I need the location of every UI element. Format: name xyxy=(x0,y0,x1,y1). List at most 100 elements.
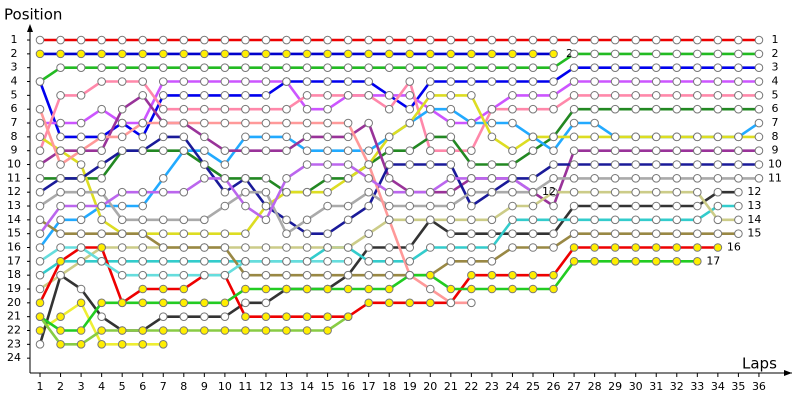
position-line xyxy=(39,301,164,346)
lap-marker xyxy=(220,160,230,169)
lap-marker xyxy=(138,49,148,59)
lap-marker xyxy=(631,132,640,142)
lap-marker xyxy=(405,35,415,45)
lap-marker xyxy=(302,35,312,45)
lap-marker xyxy=(528,229,538,238)
x-tick-label: 2 xyxy=(57,380,64,393)
lap-marker xyxy=(425,132,435,142)
end-position-label: 4 xyxy=(771,75,778,88)
lap-marker xyxy=(651,77,661,86)
lap-marker xyxy=(241,257,250,266)
lap-marker xyxy=(343,215,353,225)
lap-marker xyxy=(35,270,45,280)
x-tick-label: 28 xyxy=(588,380,602,393)
lap-marker xyxy=(487,49,497,59)
lap-marker xyxy=(446,77,456,86)
lap-marker xyxy=(323,160,332,169)
lap-marker xyxy=(384,215,394,225)
lap-marker xyxy=(528,243,538,252)
lap-marker xyxy=(364,146,373,155)
lap-marker xyxy=(56,132,65,142)
lap-marker xyxy=(446,35,456,45)
lap-marker xyxy=(97,229,106,238)
lap-marker xyxy=(487,215,497,225)
x-tick-label: 3 xyxy=(78,380,85,393)
x-tick-label: 35 xyxy=(731,380,745,393)
lap-marker xyxy=(549,104,558,114)
lap-marker xyxy=(487,160,497,169)
lap-marker xyxy=(158,174,168,183)
y-tick-label: 4 xyxy=(11,75,18,88)
lap-marker xyxy=(158,312,168,321)
lap-marker xyxy=(364,77,373,86)
lap-marker xyxy=(734,91,743,100)
lap-marker xyxy=(693,77,702,86)
lap-marker xyxy=(569,35,579,45)
lap-marker xyxy=(97,49,106,59)
x-tick-label: 19 xyxy=(403,380,417,393)
lap-marker xyxy=(693,63,702,72)
lap-marker xyxy=(323,132,332,142)
chart-title: Position xyxy=(4,6,62,24)
lap-marker xyxy=(220,104,230,114)
lap-marker xyxy=(528,91,538,100)
lap-marker xyxy=(200,35,209,45)
lap-marker xyxy=(734,201,743,211)
lap-marker xyxy=(138,298,148,308)
lap-marker xyxy=(384,284,394,294)
lap-marker xyxy=(693,187,702,197)
lap-marker xyxy=(220,243,230,252)
lap-marker xyxy=(179,104,189,114)
lap-marker xyxy=(590,243,599,252)
lap-marker xyxy=(282,132,291,142)
lap-marker xyxy=(672,257,682,266)
lap-marker xyxy=(425,91,435,100)
lap-marker xyxy=(467,174,476,183)
lap-marker xyxy=(261,104,271,114)
lap-marker xyxy=(384,91,394,100)
lap-marker xyxy=(754,174,764,183)
lap-marker xyxy=(672,91,682,100)
lap-marker xyxy=(693,257,702,266)
lap-marker xyxy=(117,63,127,72)
lap-marker xyxy=(261,132,271,142)
lap-marker xyxy=(364,187,373,197)
lap-marker xyxy=(734,132,743,142)
lap-marker xyxy=(220,35,230,45)
lap-marker xyxy=(384,201,394,211)
lap-marker xyxy=(508,63,517,72)
lap-marker xyxy=(241,104,250,114)
lap-marker xyxy=(179,187,189,197)
y-tick-label: 8 xyxy=(11,130,18,143)
lap-marker xyxy=(384,257,394,266)
lap-marker xyxy=(56,91,65,100)
lap-marker xyxy=(364,229,373,238)
lap-marker xyxy=(261,326,271,335)
lap-marker xyxy=(35,312,45,321)
x-tick-label: 31 xyxy=(649,380,663,393)
lap-marker xyxy=(487,132,497,142)
end-position-label: 12 xyxy=(542,185,556,198)
lap-marker xyxy=(610,187,620,197)
lap-marker xyxy=(508,104,517,114)
lap-marker xyxy=(76,160,86,169)
lap-marker xyxy=(138,284,148,294)
lap-marker xyxy=(364,201,373,211)
lap-marker xyxy=(97,201,106,211)
lap-marker xyxy=(754,35,764,45)
x-tick-label: 21 xyxy=(444,380,458,393)
lap-marker xyxy=(384,187,394,197)
y-tick-label: 9 xyxy=(11,144,18,157)
end-position-label: 8 xyxy=(771,130,778,143)
lap-marker xyxy=(384,49,394,59)
lap-marker xyxy=(138,340,148,349)
lap-marker xyxy=(713,201,723,211)
lap-marker xyxy=(76,49,86,59)
lap-marker xyxy=(487,118,497,128)
lap-marker xyxy=(467,215,476,225)
lap-marker xyxy=(158,132,168,142)
lap-marker xyxy=(672,215,682,225)
lap-marker xyxy=(528,104,538,114)
lap-marker xyxy=(425,146,435,155)
lap-marker xyxy=(590,49,599,59)
